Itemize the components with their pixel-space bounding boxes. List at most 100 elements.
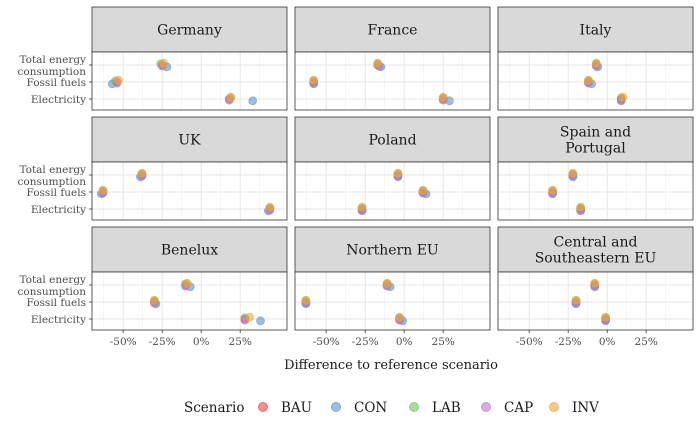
data-point-inv bbox=[357, 202, 367, 212]
facet-strip bbox=[294, 116, 491, 163]
x-tick-label: -50% bbox=[313, 336, 340, 348]
facet-title: Southeastern EU bbox=[535, 251, 657, 267]
data-point-inv bbox=[568, 168, 578, 178]
data-point-con bbox=[248, 96, 258, 106]
legend-item-lab: LAB bbox=[409, 400, 461, 416]
facet-title: Portugal bbox=[565, 141, 626, 157]
facet-title: Spain and bbox=[560, 125, 631, 141]
data-point-inv bbox=[182, 278, 192, 288]
facet-title: Italy bbox=[580, 23, 612, 39]
legend-item-bau: BAU bbox=[258, 400, 312, 416]
facet-strip bbox=[497, 116, 694, 163]
data-point-inv bbox=[309, 75, 319, 85]
data-point-inv bbox=[245, 312, 254, 322]
legend-item-cap: CAP bbox=[481, 400, 533, 416]
legend-label: BAU bbox=[281, 400, 312, 416]
panel-border bbox=[91, 271, 288, 331]
facet-strip bbox=[497, 226, 694, 273]
plot-background bbox=[92, 162, 287, 220]
data-point-inv bbox=[438, 92, 448, 102]
data-point-inv bbox=[584, 75, 593, 85]
x-tick-label: -50% bbox=[110, 336, 137, 348]
facet-panel: Poland bbox=[294, 116, 491, 221]
facet-title: Central and bbox=[554, 235, 638, 251]
data-point-inv bbox=[149, 295, 159, 305]
facet-strip bbox=[91, 116, 288, 163]
data-point-inv bbox=[571, 295, 581, 305]
legend-label: CON bbox=[354, 400, 387, 416]
data-point-inv bbox=[548, 185, 557, 195]
x-tick-label: 25% bbox=[229, 336, 252, 348]
panel-border bbox=[497, 51, 694, 111]
y-tick-label: Fossil fuels bbox=[27, 77, 86, 89]
data-point-inv bbox=[265, 202, 275, 212]
data-point-inv bbox=[601, 312, 611, 322]
legend-item-con: CON bbox=[331, 400, 387, 416]
facet-title: France bbox=[368, 23, 418, 39]
data-point-inv bbox=[591, 58, 601, 68]
x-tick-label: 0% bbox=[193, 336, 210, 348]
panel-border bbox=[497, 271, 694, 331]
data-point-inv bbox=[373, 58, 383, 68]
y-tick-label: Fossil fuels bbox=[27, 187, 86, 199]
y-tick-label: Total energy bbox=[19, 164, 86, 176]
x-tick-label: -50% bbox=[516, 336, 543, 348]
facet-title: Benelux bbox=[161, 243, 218, 259]
facet-panel: France bbox=[294, 6, 491, 111]
panel-border bbox=[294, 161, 491, 221]
y-tick-label: consumption bbox=[18, 66, 87, 78]
x-tick-label: 25% bbox=[635, 336, 658, 348]
legend-label: LAB bbox=[432, 400, 461, 416]
x-tick-label: 0% bbox=[396, 336, 413, 348]
y-tick-label: Electricity bbox=[31, 314, 86, 326]
panel-border bbox=[91, 161, 288, 221]
data-point-inv bbox=[395, 312, 404, 322]
plot-background bbox=[498, 162, 693, 220]
x-tick-label: 0% bbox=[599, 336, 616, 348]
panel-border bbox=[294, 271, 491, 331]
legend-item-inv: INV bbox=[549, 400, 599, 416]
facet-strip bbox=[497, 6, 694, 53]
data-point-inv bbox=[137, 168, 147, 178]
data-point-inv bbox=[590, 278, 600, 288]
y-tick-label: consumption bbox=[18, 286, 87, 298]
facet-strip bbox=[294, 6, 491, 53]
facet-title: UK bbox=[178, 133, 201, 149]
data-point-inv bbox=[301, 295, 311, 305]
data-point-inv bbox=[98, 185, 108, 195]
y-tick-label: Electricity bbox=[31, 204, 86, 216]
plot-background bbox=[295, 162, 490, 220]
y-tick-label: Electricity bbox=[31, 94, 86, 106]
plot-background bbox=[295, 52, 490, 110]
data-point-inv bbox=[159, 58, 169, 68]
data-point-inv bbox=[618, 92, 628, 102]
y-tick-label: Fossil fuels bbox=[27, 297, 86, 309]
x-tick-label: -25% bbox=[352, 336, 379, 348]
data-point-inv bbox=[393, 168, 403, 178]
facet-panel: Italy bbox=[497, 6, 694, 111]
y-tick-label: consumption bbox=[18, 176, 87, 188]
x-tick-label: -25% bbox=[555, 336, 582, 348]
facet-title: Poland bbox=[368, 133, 416, 149]
data-point-con bbox=[256, 316, 265, 326]
x-tick-label: 25% bbox=[432, 336, 455, 348]
data-point-inv bbox=[226, 92, 236, 102]
panel-border bbox=[294, 51, 491, 111]
legend-key bbox=[549, 402, 559, 412]
facet-strip bbox=[91, 226, 288, 273]
y-tick-label: Total energy bbox=[19, 274, 86, 286]
facet-panel: Northern EU -50% -25% 0% 25% bbox=[294, 226, 491, 348]
facet-title: Germany bbox=[157, 23, 222, 39]
facet-title: Northern EU bbox=[346, 243, 439, 259]
panel-border bbox=[497, 161, 694, 221]
data-point-inv bbox=[418, 185, 428, 195]
x-axis-title: Difference to reference scenario bbox=[284, 358, 498, 373]
data-point-inv bbox=[114, 75, 123, 85]
facet-strip bbox=[91, 6, 288, 53]
legend-label: INV bbox=[572, 400, 599, 416]
